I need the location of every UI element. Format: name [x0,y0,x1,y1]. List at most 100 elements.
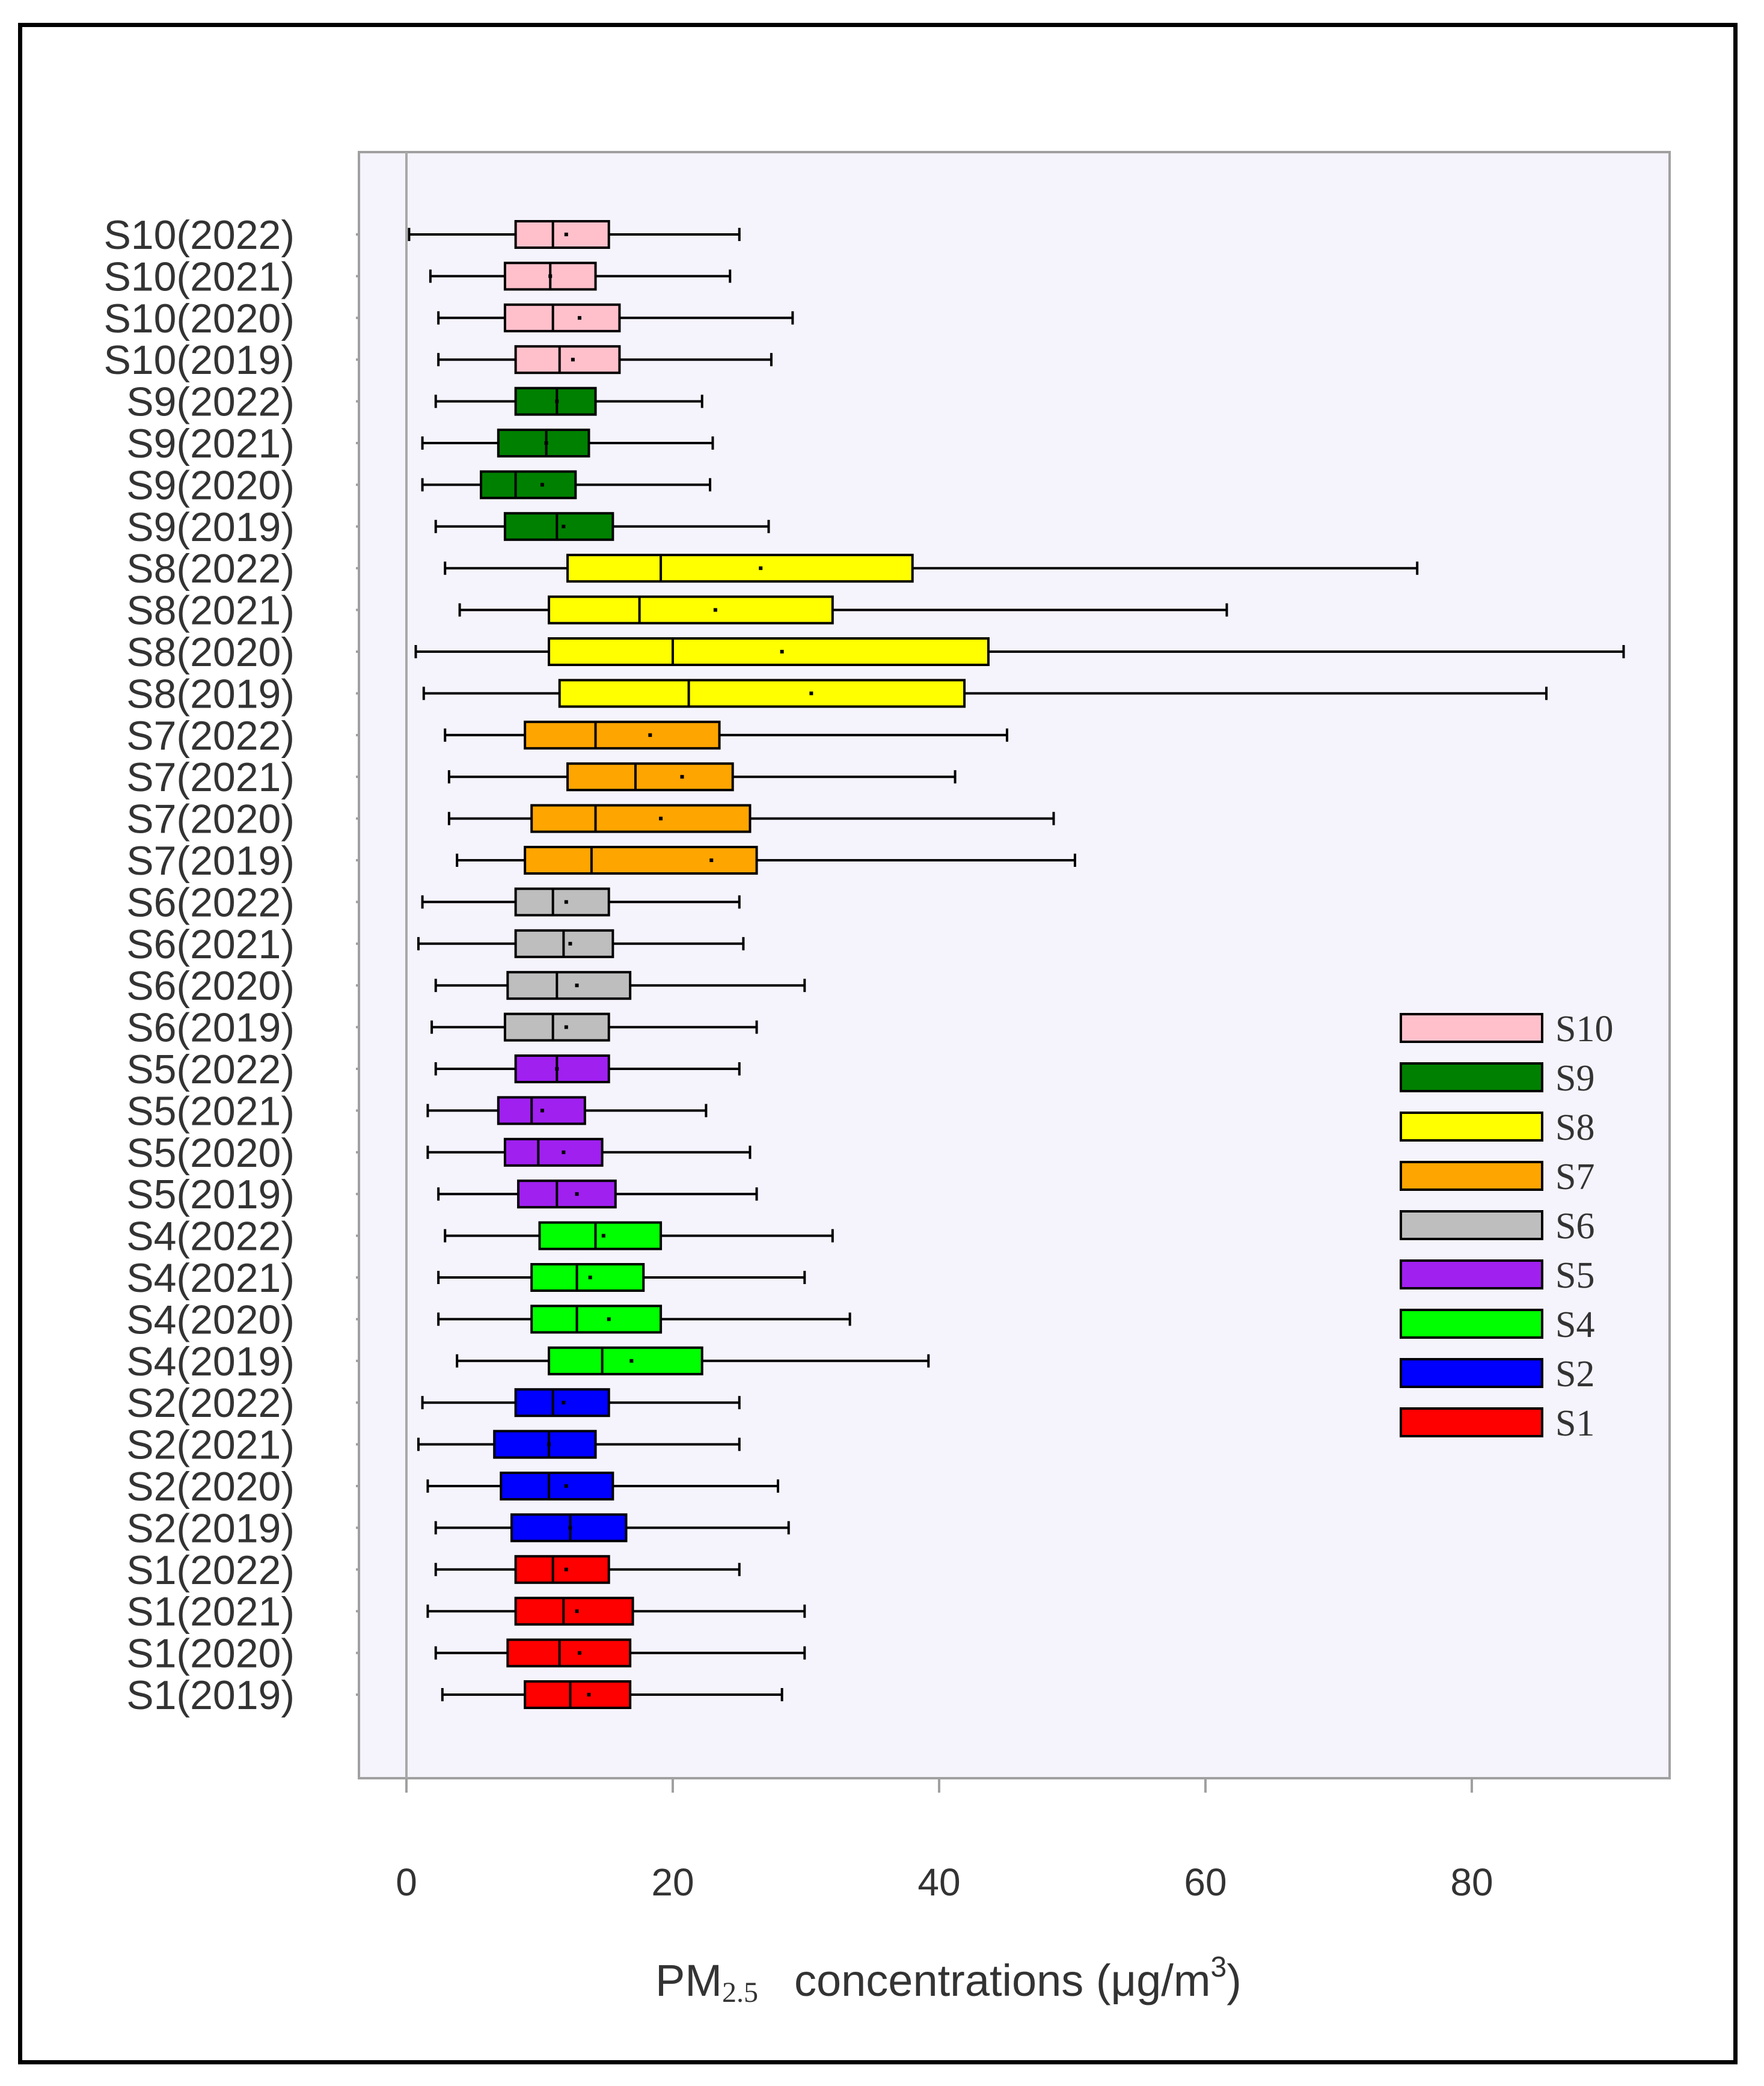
x-tick-label: 80 [1450,1861,1493,1904]
legend-item-s2: S2 [1400,1354,1594,1395]
box-s9-2021 [421,429,714,457]
box-s8-2019 [422,679,1548,708]
legend-label: S1 [1555,1403,1594,1444]
y-category-label: S4(2020) [126,1297,295,1342]
y-category-label: S1(2022) [126,1547,295,1593]
legend-swatch [1400,1210,1543,1240]
mean-marker [540,1109,544,1113]
iqr-box [480,470,577,500]
legend-item-s4: S4 [1400,1305,1594,1345]
y-category-label: S6(2020) [126,963,295,1009]
mean-marker [601,1234,605,1238]
box-s4-2022 [444,1221,834,1250]
box-s10-2022 [408,220,741,249]
box-s7-2022 [444,720,1008,750]
iqr-box [514,887,610,917]
y-axis-labels: S10(2022)S10(2021)S10(2020)S10(2019)S9(2… [103,212,359,1718]
mean-marker [544,441,548,445]
box-s8-2022 [444,554,1419,583]
iqr-box [503,1137,604,1167]
mean-marker [564,1025,568,1029]
legend-swatch [1400,1013,1543,1043]
y-category-label: S7(2021) [126,754,295,800]
iqr-box [524,720,721,750]
y-category-label: S10(2019) [103,337,295,383]
box-s2-2020 [426,1472,779,1500]
box-s9-2020 [421,470,712,500]
legend-label: S10 [1555,1009,1613,1050]
mean-marker [547,1442,551,1446]
mean-marker [564,233,568,236]
mean-marker [629,1359,634,1363]
y-category-label: S10(2021) [103,254,295,299]
y-category-label: S7(2020) [126,797,295,842]
mean-marker [540,483,544,487]
iqr-box [514,1597,634,1626]
y-category-label: S8(2020) [126,629,295,675]
legend-swatch [1400,1259,1543,1289]
y-category-label: S5(2022) [126,1047,295,1092]
y-category-label: S2(2021) [126,1422,295,1468]
legend: S10 S9 S8 S7 S6 S5 S4 S2 S1 [1400,1009,1613,1444]
x-axis-title: PM2.5 concentrations (μg/m3) [655,1951,1242,2009]
y-category-label: S1(2020) [126,1631,295,1677]
mean-marker [568,1526,572,1530]
y-category-label: S9(2020) [126,462,295,508]
mean-marker [562,1150,566,1154]
mean-marker [780,650,784,653]
legend-item-s1: S1 [1400,1403,1594,1444]
y-category-label: S2(2020) [126,1464,295,1509]
box-s10-2019 [437,345,773,375]
mean-marker [571,358,575,362]
iqr-box [530,1263,645,1292]
y-category-label: S10(2022) [103,212,295,258]
iqr-box [514,220,610,249]
iqr-box [524,1680,632,1709]
box-s9-2019 [434,512,770,541]
y-category-label: S4(2022) [126,1214,295,1259]
box-s6-2020 [434,971,806,1000]
legend-item-s6: S6 [1400,1206,1594,1247]
legend-item-s8: S8 [1400,1107,1594,1148]
iqr-box [497,429,590,457]
x-axis-title-prefix: PM [655,1956,722,2005]
y-category-label: S9(2022) [126,379,295,425]
legend-label: S8 [1555,1107,1594,1148]
x-axis-title-text: concentrations (μg/m [794,1956,1211,2005]
x-axis: 0 20 40 60 80 [396,1778,1493,1904]
iqr-box [503,512,614,541]
iqr-box [548,1346,703,1375]
y-category-label: S5(2019) [126,1172,295,1217]
mean-marker [564,900,568,904]
x-tick-label: 60 [1184,1861,1227,1904]
box-s8-2021 [458,595,1228,625]
mean-marker [548,274,553,278]
box-s6-2019 [430,1012,758,1042]
mean-marker [562,1401,566,1405]
y-category-label: S6(2022) [126,879,295,925]
box-s6-2022 [421,887,741,917]
iqr-box [506,1638,632,1668]
legend-label: S9 [1555,1058,1594,1099]
y-category-label: S10(2020) [103,296,295,341]
iqr-box [503,1012,610,1042]
iqr-box [500,1472,614,1500]
plot-area [358,151,1671,1779]
mean-marker [564,1567,568,1571]
y-category-label: S8(2022) [126,546,295,592]
mean-marker [564,1484,568,1488]
iqr-box [548,595,834,625]
y-category-label: S7(2019) [126,838,295,884]
iqr-box [566,762,734,792]
box-s6-2021 [417,929,745,958]
box-s4-2020 [437,1305,851,1334]
mean-marker [568,941,572,946]
y-category-label: S4(2021) [126,1255,295,1301]
mean-marker [575,1192,579,1196]
mean-marker [659,816,663,821]
x-tick-label: 0 [396,1861,417,1904]
box-s2-2019 [434,1513,790,1543]
box-s1-2021 [426,1597,806,1626]
box-s2-2022 [421,1388,741,1418]
legend-swatch [1400,1407,1543,1437]
